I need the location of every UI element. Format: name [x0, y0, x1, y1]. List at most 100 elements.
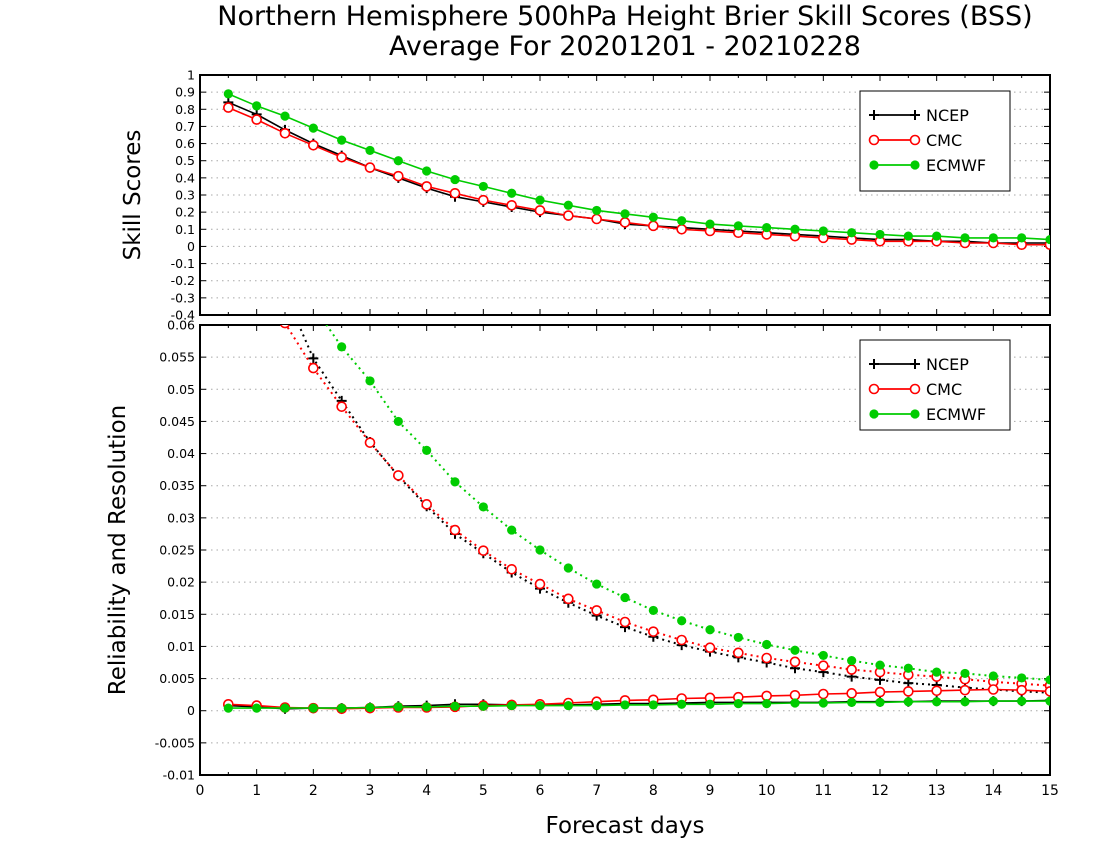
data-point-cmc [1044, 686, 1050, 697]
legend-box [859, 339, 1011, 431]
data-point-cmc [280, 325, 290, 329]
data-point-ecmwf [875, 229, 885, 240]
data-point-ecmwf [393, 156, 403, 166]
data-point-ecmwf [308, 703, 318, 713]
legend-label-ecmwf: ECMWF [926, 156, 986, 175]
y-tick-label: -0.3 [171, 290, 195, 305]
x-tick-label: 13 [928, 783, 946, 799]
data-point-ecmwf [847, 697, 857, 707]
data-point-ecmwf [365, 376, 375, 386]
data-point-ecmwf [563, 563, 573, 573]
data-point-cmc [478, 194, 489, 206]
grid-lines [200, 356, 1050, 744]
legend-marker-ncep [869, 110, 879, 120]
reliability-resolution-panel: -0.01 -0.005 0 0.005 0.01 0.015 0.02 0.025 0.03 0… [105, 63, 1059, 840]
data-point-ecmwf [507, 525, 517, 535]
x-tick-label: 1 [252, 783, 261, 799]
data-point-ecmwf [224, 63, 233, 72]
data-point-cmc [308, 139, 319, 151]
legend-label-ncep: NCEP [926, 106, 969, 125]
y-tick-label: 0 [187, 239, 195, 254]
data-point-ecmwf [790, 224, 800, 234]
data-point-ecmwf [932, 231, 942, 241]
data-point-cmc [252, 231, 261, 240]
data-point-ecmwf [393, 702, 403, 712]
y-tick-label: 0.6 [175, 136, 195, 151]
y-tick-label: -0.1 [171, 256, 195, 271]
data-point-ncep [280, 288, 290, 298]
data-point-ecmwf [818, 650, 828, 661]
legend-marker-ecmwf [869, 409, 879, 419]
x-ticks [199, 75, 1051, 315]
data-point-ecmwf [365, 702, 375, 713]
y-tick-label: 0.01 [167, 639, 195, 654]
x-tick-label: 8 [649, 783, 658, 799]
y-tick-label: 0.05 [167, 382, 195, 397]
y-axis: -0.4 -0.3 -0.2 -0.1 0 0.1 0.2 0.3 0.4 0.5 0.6 0.7 0.… [171, 68, 1050, 323]
data-point-ecmwf [365, 145, 375, 156]
y-tick-label: 0.9 [175, 85, 195, 100]
data-point-cmc [251, 114, 262, 125]
data-point-cmc [506, 199, 517, 211]
data-point-ecmwf [960, 233, 970, 243]
data-point-cmc [534, 205, 546, 216]
data-point-ecmwf [648, 700, 658, 710]
data-point-ecmwf [932, 697, 942, 707]
data-point-ncep [223, 127, 233, 137]
data-point-ecmwf [677, 699, 687, 709]
data-point-cmc [648, 220, 659, 232]
y-tick-label: 1 [187, 68, 195, 83]
data-point-ecmwf [818, 698, 828, 708]
data-point-ecmwf [592, 700, 602, 711]
y-axis-label: Reliability and Resolution [105, 405, 131, 695]
page-title: Northern Hemisphere 500hPa Height Brier … [0, 2, 1100, 62]
x-tick-label: 2 [309, 783, 318, 799]
data-point-cmc [364, 162, 376, 173]
legend-box [859, 90, 1011, 192]
data-point-cmc [874, 686, 886, 698]
legend-label-ncep: NCEP [926, 355, 969, 374]
data-point-cmc [789, 656, 801, 668]
y-tick-label: 0.06 [167, 318, 195, 333]
legend-marker-ecmwf [910, 160, 920, 170]
data-point-cmc [449, 187, 461, 199]
legend-marker-cmc [868, 383, 880, 395]
data-point-cmc [563, 210, 574, 221]
data-point-cmc [224, 141, 233, 150]
data-point-ecmwf [450, 701, 460, 711]
data-point-ecmwf [1045, 696, 1050, 706]
data-point-ecmwf [535, 700, 545, 711]
y-tick-label: -0.01 [163, 768, 195, 783]
legend-marker-cmc [909, 134, 921, 146]
data-point-cmc [591, 213, 602, 225]
data-point-ecmwf [818, 226, 828, 236]
y-axis-label: Skill Scores [120, 130, 146, 261]
data-point-ecmwf [648, 212, 658, 222]
data-point-cmc [1016, 684, 1027, 696]
y-tick-label: 0.1 [175, 222, 195, 237]
data-point-cmc [619, 616, 631, 628]
data-point-ecmwf [592, 579, 602, 589]
data-point-cmc [988, 684, 999, 695]
data-point-ecmwf [223, 89, 233, 99]
x-tick-label: 4 [422, 783, 431, 799]
data-point-ecmwf [280, 111, 290, 121]
data-point-cmc [931, 685, 942, 697]
data-point-ecmwf [762, 699, 772, 709]
y-tick-label: 0.8 [175, 102, 195, 117]
data-point-ecmwf [648, 605, 658, 616]
series-line-ecmwf [227, 93, 1050, 241]
y-tick-label: 0.2 [175, 205, 195, 220]
data-point-ecmwf [280, 243, 289, 252]
data-point-ecmwf [875, 697, 885, 707]
data-point-cmc [308, 362, 319, 374]
data-point-cmc [279, 127, 291, 139]
data-point-cmc [676, 634, 687, 646]
data-point-ecmwf [733, 699, 743, 709]
title-line-2: Average For 20201201 - 20210228 [389, 31, 861, 62]
y-tick-label: 0.025 [159, 543, 195, 558]
data-point-ecmwf [450, 477, 460, 487]
data-point-ecmwf [903, 231, 913, 241]
data-point-cmc [591, 605, 602, 616]
y-tick-label: 0.4 [175, 170, 195, 185]
